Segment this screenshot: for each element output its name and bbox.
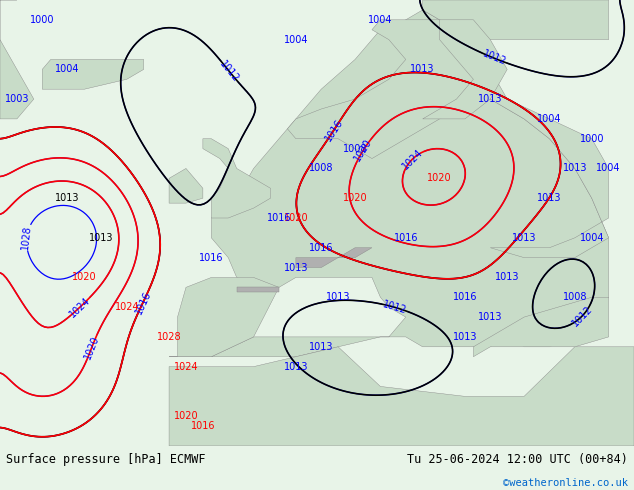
Text: 1004: 1004 bbox=[55, 64, 80, 74]
Text: 1008: 1008 bbox=[562, 292, 587, 302]
Text: 1013: 1013 bbox=[495, 272, 519, 282]
Text: 1028: 1028 bbox=[157, 332, 181, 342]
Text: 1000: 1000 bbox=[30, 15, 55, 25]
Text: 1000: 1000 bbox=[579, 134, 604, 144]
Text: 1024: 1024 bbox=[400, 147, 425, 172]
Text: 1003: 1003 bbox=[4, 94, 29, 104]
Text: 1013: 1013 bbox=[478, 94, 503, 104]
Polygon shape bbox=[287, 20, 490, 159]
Text: 1012: 1012 bbox=[570, 304, 595, 328]
Text: 1020: 1020 bbox=[353, 137, 374, 163]
Text: 1028: 1028 bbox=[20, 225, 33, 250]
Text: 1016: 1016 bbox=[323, 117, 345, 143]
Polygon shape bbox=[169, 347, 634, 446]
Text: 1012: 1012 bbox=[481, 49, 508, 68]
Polygon shape bbox=[42, 59, 144, 89]
Text: 1024: 1024 bbox=[68, 295, 93, 319]
Text: 1004: 1004 bbox=[537, 114, 562, 124]
Text: 1013: 1013 bbox=[309, 342, 333, 352]
Text: 1016: 1016 bbox=[394, 233, 418, 243]
Text: 1012: 1012 bbox=[217, 59, 241, 84]
Text: 1016: 1016 bbox=[133, 289, 153, 316]
Text: 1016: 1016 bbox=[199, 253, 224, 263]
Text: 1013: 1013 bbox=[562, 164, 587, 173]
Text: 1020: 1020 bbox=[82, 334, 101, 361]
Text: 1020: 1020 bbox=[283, 213, 308, 223]
Text: 1004: 1004 bbox=[283, 35, 308, 45]
Text: ©weatheronline.co.uk: ©weatheronline.co.uk bbox=[503, 478, 628, 489]
Text: 1013: 1013 bbox=[478, 312, 503, 322]
Text: 1008: 1008 bbox=[343, 144, 367, 154]
Text: 1016: 1016 bbox=[267, 213, 291, 223]
Text: 1013: 1013 bbox=[537, 193, 562, 203]
Text: 1004: 1004 bbox=[579, 233, 604, 243]
Text: 1013: 1013 bbox=[55, 193, 80, 203]
Polygon shape bbox=[423, 20, 507, 119]
Text: 1013: 1013 bbox=[410, 64, 435, 74]
Text: 1013: 1013 bbox=[326, 292, 351, 302]
Text: 1020: 1020 bbox=[343, 193, 367, 203]
Text: 1013: 1013 bbox=[453, 332, 477, 342]
Text: 1016: 1016 bbox=[453, 292, 477, 302]
Polygon shape bbox=[169, 169, 203, 203]
Text: 1024: 1024 bbox=[174, 362, 198, 371]
Polygon shape bbox=[203, 139, 271, 218]
Text: 1004: 1004 bbox=[597, 164, 621, 173]
Text: 1020: 1020 bbox=[72, 272, 97, 282]
Polygon shape bbox=[474, 297, 609, 357]
Text: Surface pressure [hPa] ECMWF: Surface pressure [hPa] ECMWF bbox=[6, 453, 206, 466]
Text: Tu 25-06-2024 12:00 UTC (00+84): Tu 25-06-2024 12:00 UTC (00+84) bbox=[407, 453, 628, 466]
Text: 1024: 1024 bbox=[115, 302, 139, 312]
Text: 1016: 1016 bbox=[191, 421, 215, 431]
Text: 1004: 1004 bbox=[368, 15, 392, 25]
Text: 1012: 1012 bbox=[382, 299, 408, 316]
Text: 1008: 1008 bbox=[309, 164, 333, 173]
Text: 1013: 1013 bbox=[512, 233, 536, 243]
Polygon shape bbox=[236, 287, 279, 293]
Polygon shape bbox=[296, 248, 372, 268]
Text: 1013: 1013 bbox=[283, 263, 308, 272]
Polygon shape bbox=[0, 0, 34, 119]
Text: 1013: 1013 bbox=[283, 362, 308, 371]
Text: 1013: 1013 bbox=[89, 233, 113, 243]
Text: 1020: 1020 bbox=[174, 411, 198, 421]
Polygon shape bbox=[169, 10, 609, 357]
Polygon shape bbox=[178, 277, 279, 357]
Text: 1020: 1020 bbox=[427, 173, 452, 183]
Text: 1016: 1016 bbox=[309, 243, 333, 253]
Polygon shape bbox=[423, 0, 609, 258]
